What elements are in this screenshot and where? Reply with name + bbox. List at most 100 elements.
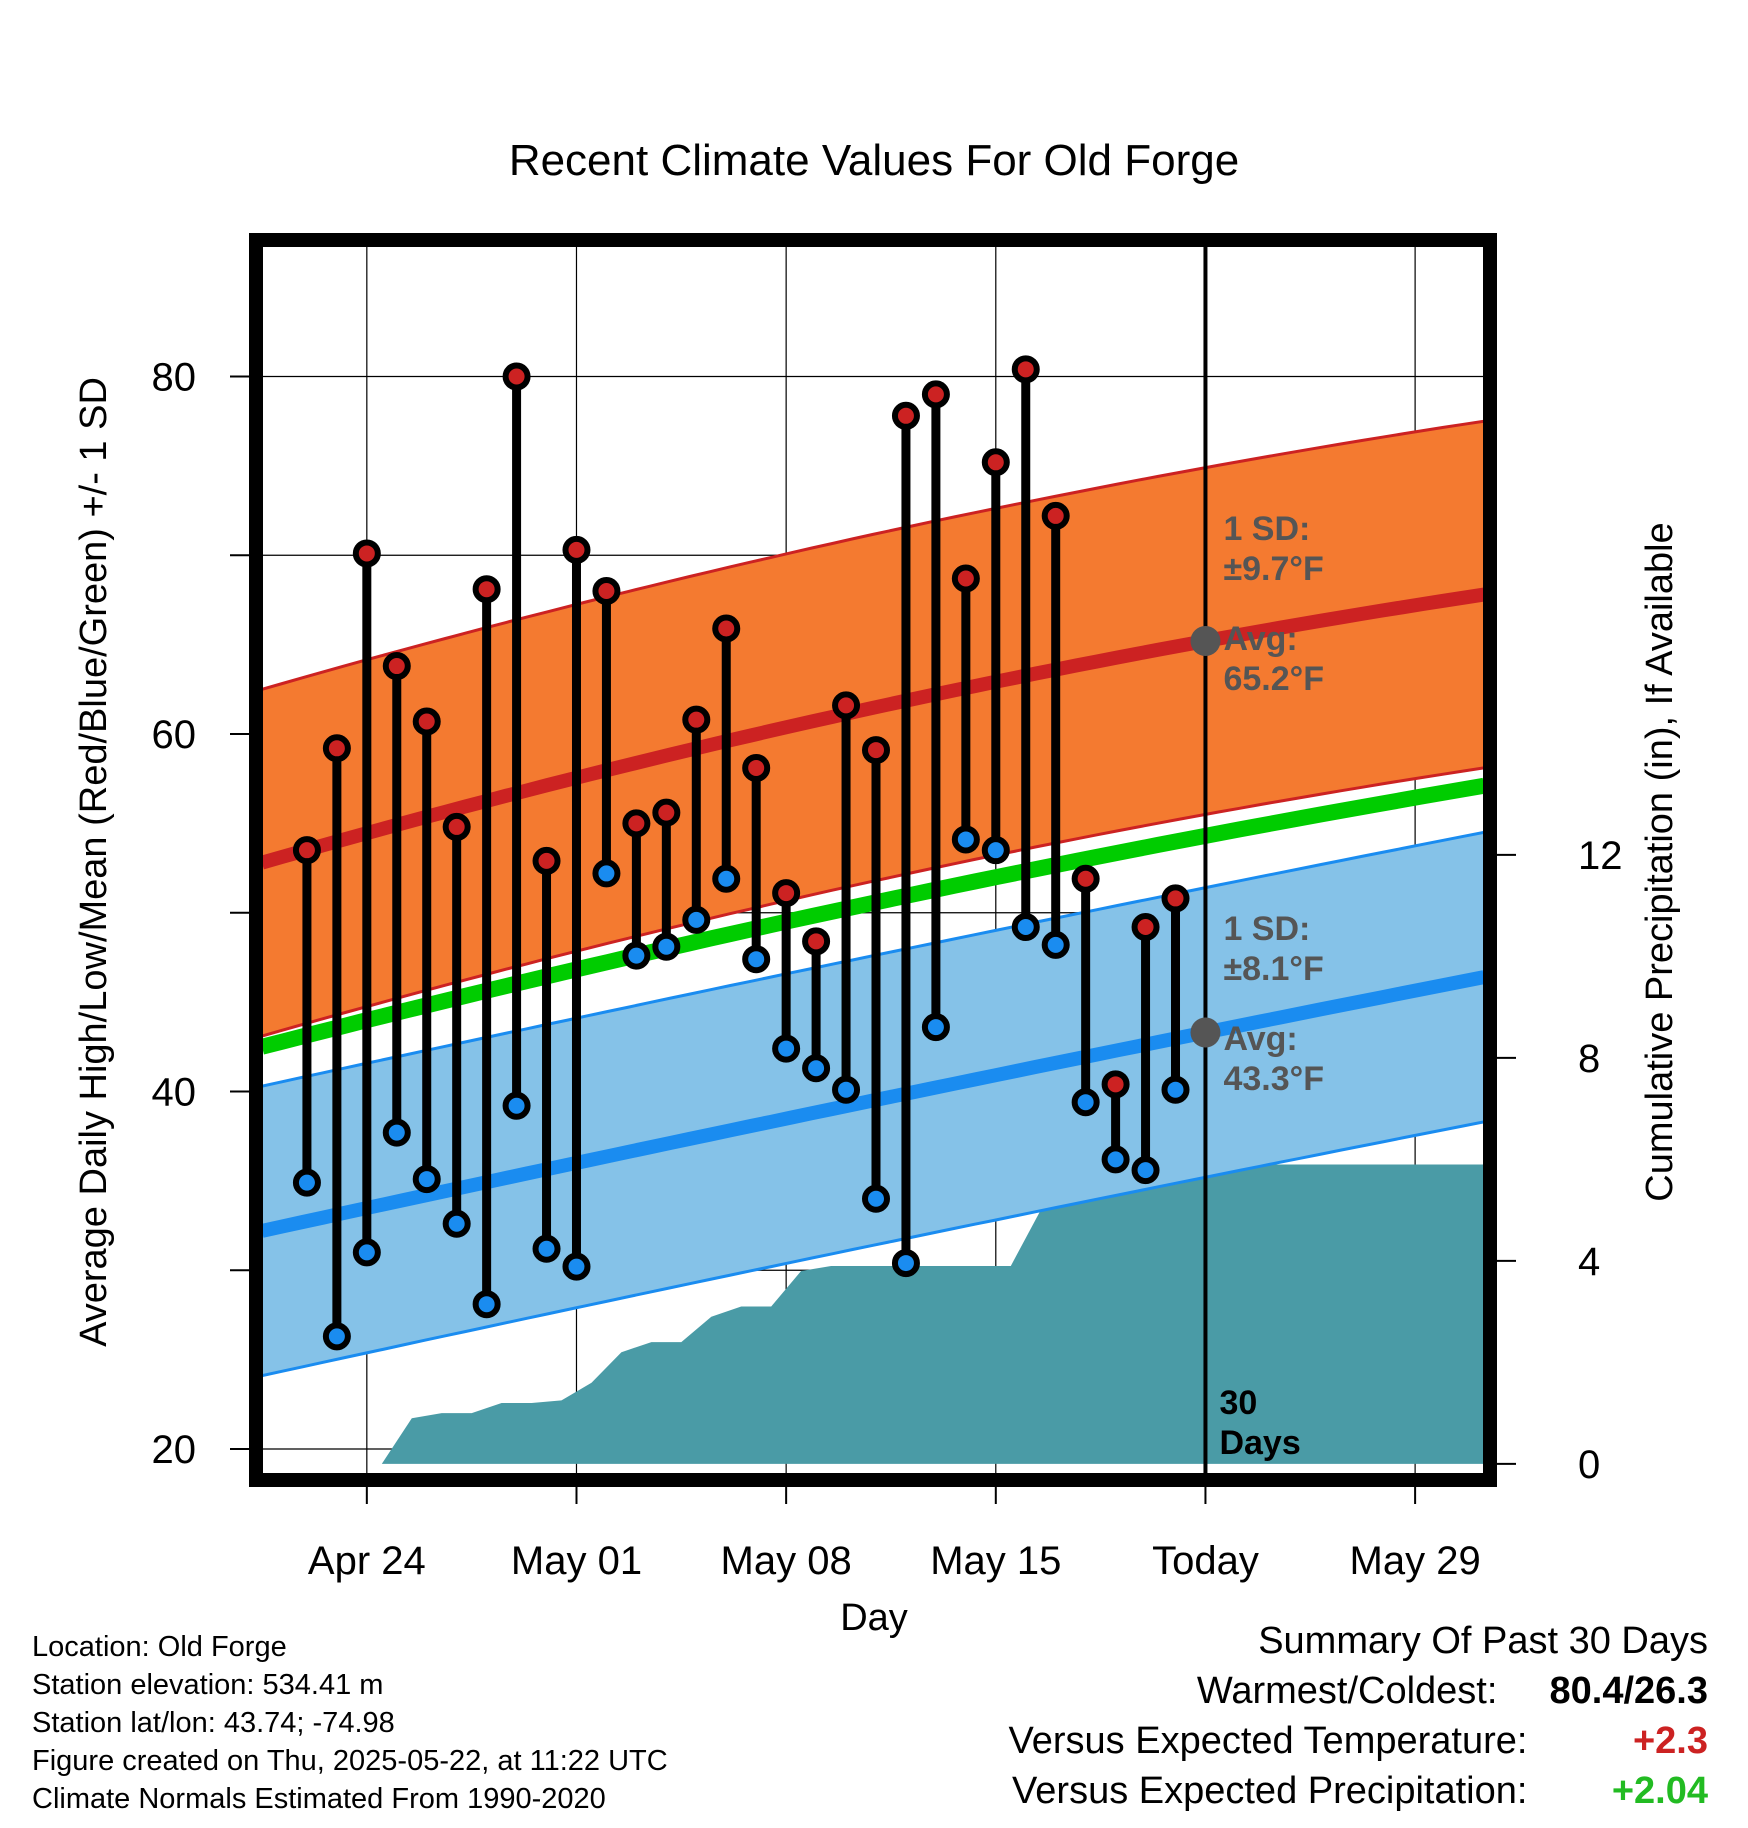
daily-low-point [562, 1252, 591, 1281]
warmest-coldest-value: 80.4/26.3 [1549, 1670, 1708, 1712]
daily-high-point [891, 401, 920, 430]
precip-label: Versus Expected Precipitation: [1012, 1770, 1528, 1812]
y-left-tick-label: 60 [152, 713, 197, 757]
daily-high-point [981, 448, 1010, 477]
high-avg-value: 65.2°F [1223, 660, 1324, 698]
daily-low-point [322, 1322, 351, 1351]
daily-high-point [352, 539, 381, 568]
daily-high-point [682, 705, 711, 734]
location-text: Location: Old Forge [32, 1631, 287, 1663]
normal-high-band-upper-edge [262, 419, 1484, 691]
plot-frame [249, 233, 1497, 1487]
daily-low-point [412, 1165, 441, 1194]
daily-low-point [861, 1184, 890, 1213]
x-axis-label: Day [840, 1597, 908, 1639]
daily-high-point [832, 691, 861, 720]
y-left-tick-label: 80 [152, 355, 197, 399]
x-tick-label: Apr 24 [308, 1539, 426, 1583]
x-tick-label: May 29 [1350, 1539, 1481, 1583]
daily-low-point [712, 864, 741, 893]
daily-low-point [742, 945, 771, 974]
high-avg-marker [1190, 626, 1221, 657]
x-tick-label: May 08 [721, 1539, 852, 1583]
daily-high-point [921, 380, 950, 409]
daily-low-point [891, 1249, 920, 1278]
daily-low-point [1131, 1156, 1160, 1185]
daily-high-point [1041, 501, 1070, 530]
y-right-tick-label: 12 [1578, 834, 1623, 878]
daily-high-point [622, 809, 651, 838]
precip-area [262, 1164, 1484, 1464]
daily-low-point [981, 836, 1010, 865]
daily-low-point [592, 859, 621, 888]
summary-temp-row: Versus Expected Temperature: +2.3 [1009, 1720, 1708, 1770]
daily-high-point [502, 362, 531, 391]
daily-high-point [382, 652, 411, 681]
marks-layer [292, 355, 1190, 1351]
station-info: Location: Old Forge Station elevation: 5… [32, 1628, 668, 1818]
low-avg-marker [1190, 1017, 1221, 1048]
low-sd-value: ±8.1°F [1223, 950, 1323, 988]
daily-high-point [742, 753, 771, 782]
daily-high-point [772, 879, 801, 908]
normal-low-band-lower-edge [262, 1120, 1484, 1378]
summary-warmest-row: Warmest/Coldest: 80.4/26.3 [1009, 1670, 1708, 1720]
daily-low-point [442, 1209, 471, 1238]
low-avg-value: 43.3°F [1223, 1060, 1324, 1098]
daily-low-point [502, 1091, 531, 1120]
daily-low-point [832, 1075, 861, 1104]
daily-high-point [1011, 355, 1040, 384]
temp-value: +2.3 [1632, 1720, 1708, 1762]
daily-low-point [1011, 913, 1040, 942]
today-label-line1: 30 [1219, 1384, 1257, 1422]
daily-low-point [682, 905, 711, 934]
latlon-text: Station lat/lon: 43.74; -74.98 [32, 1707, 395, 1739]
daily-high-point [472, 575, 501, 604]
precip-value: +2.04 [1611, 1770, 1708, 1812]
daily-low-point [1161, 1075, 1190, 1104]
axes-layer: Apr 24 May 01 May 08 May 15 Today May 2920406… [152, 233, 1623, 1583]
daily-low-point [1071, 1088, 1100, 1117]
daily-high-point [1161, 884, 1190, 913]
daily-low-point [1041, 930, 1070, 959]
daily-low-point [652, 932, 681, 961]
y-right-tick-label: 0 [1578, 1443, 1600, 1487]
summary-precip-row: Versus Expected Precipitation: +2.04 [1009, 1770, 1708, 1820]
daily-low-point [472, 1290, 501, 1319]
x-tick-label: Today [1152, 1539, 1259, 1583]
daily-high-point [1101, 1070, 1130, 1099]
x-tick-label: May 01 [511, 1539, 642, 1583]
daily-high-point [532, 846, 561, 875]
daily-low-point [802, 1054, 831, 1083]
daily-high-point [861, 736, 890, 765]
created-text: Figure created on Thu, 2025-05-22, at 11… [32, 1745, 668, 1777]
y-axis-left-label: Average Daily High/Low/Mean (Red/Blue/Gr… [73, 377, 115, 1347]
daily-high-point [1071, 864, 1100, 893]
normals-text: Climate Normals Estimated From 1990-2020 [32, 1783, 606, 1815]
y-right-tick-label: 4 [1578, 1240, 1600, 1284]
daily-high-point [951, 564, 980, 593]
elevation-text: Station elevation: 534.41 m [32, 1669, 384, 1701]
daily-low-point [292, 1168, 321, 1197]
daily-low-point [622, 941, 651, 970]
daily-high-point [652, 798, 681, 827]
normal-high-band [262, 421, 1484, 1037]
daily-high-point [592, 576, 621, 605]
today-label-line2: Days [1219, 1424, 1300, 1462]
low-avg-label: Avg: [1223, 1020, 1297, 1058]
normal-high-avg-line [262, 587, 1484, 870]
daily-low-point [772, 1034, 801, 1063]
summary-panel: Summary Of Past 30 Days Warmest/Coldest:… [1009, 1620, 1708, 1820]
low-sd-label: 1 SD: [1223, 910, 1310, 948]
daily-high-point [802, 927, 831, 956]
daily-low-point [1101, 1145, 1130, 1174]
daily-high-point [412, 707, 441, 736]
daily-high-point [1131, 913, 1160, 942]
x-tick-label: May 15 [930, 1539, 1061, 1583]
daily-high-point [442, 812, 471, 841]
chart-title: Recent Climate Values For Old Forge [509, 136, 1239, 185]
y-right-tick-label: 8 [1578, 1037, 1600, 1081]
y-axis-right-label: Cumulative Precipitation (in), If Availa… [1639, 522, 1681, 1201]
daily-low-point [352, 1238, 381, 1267]
